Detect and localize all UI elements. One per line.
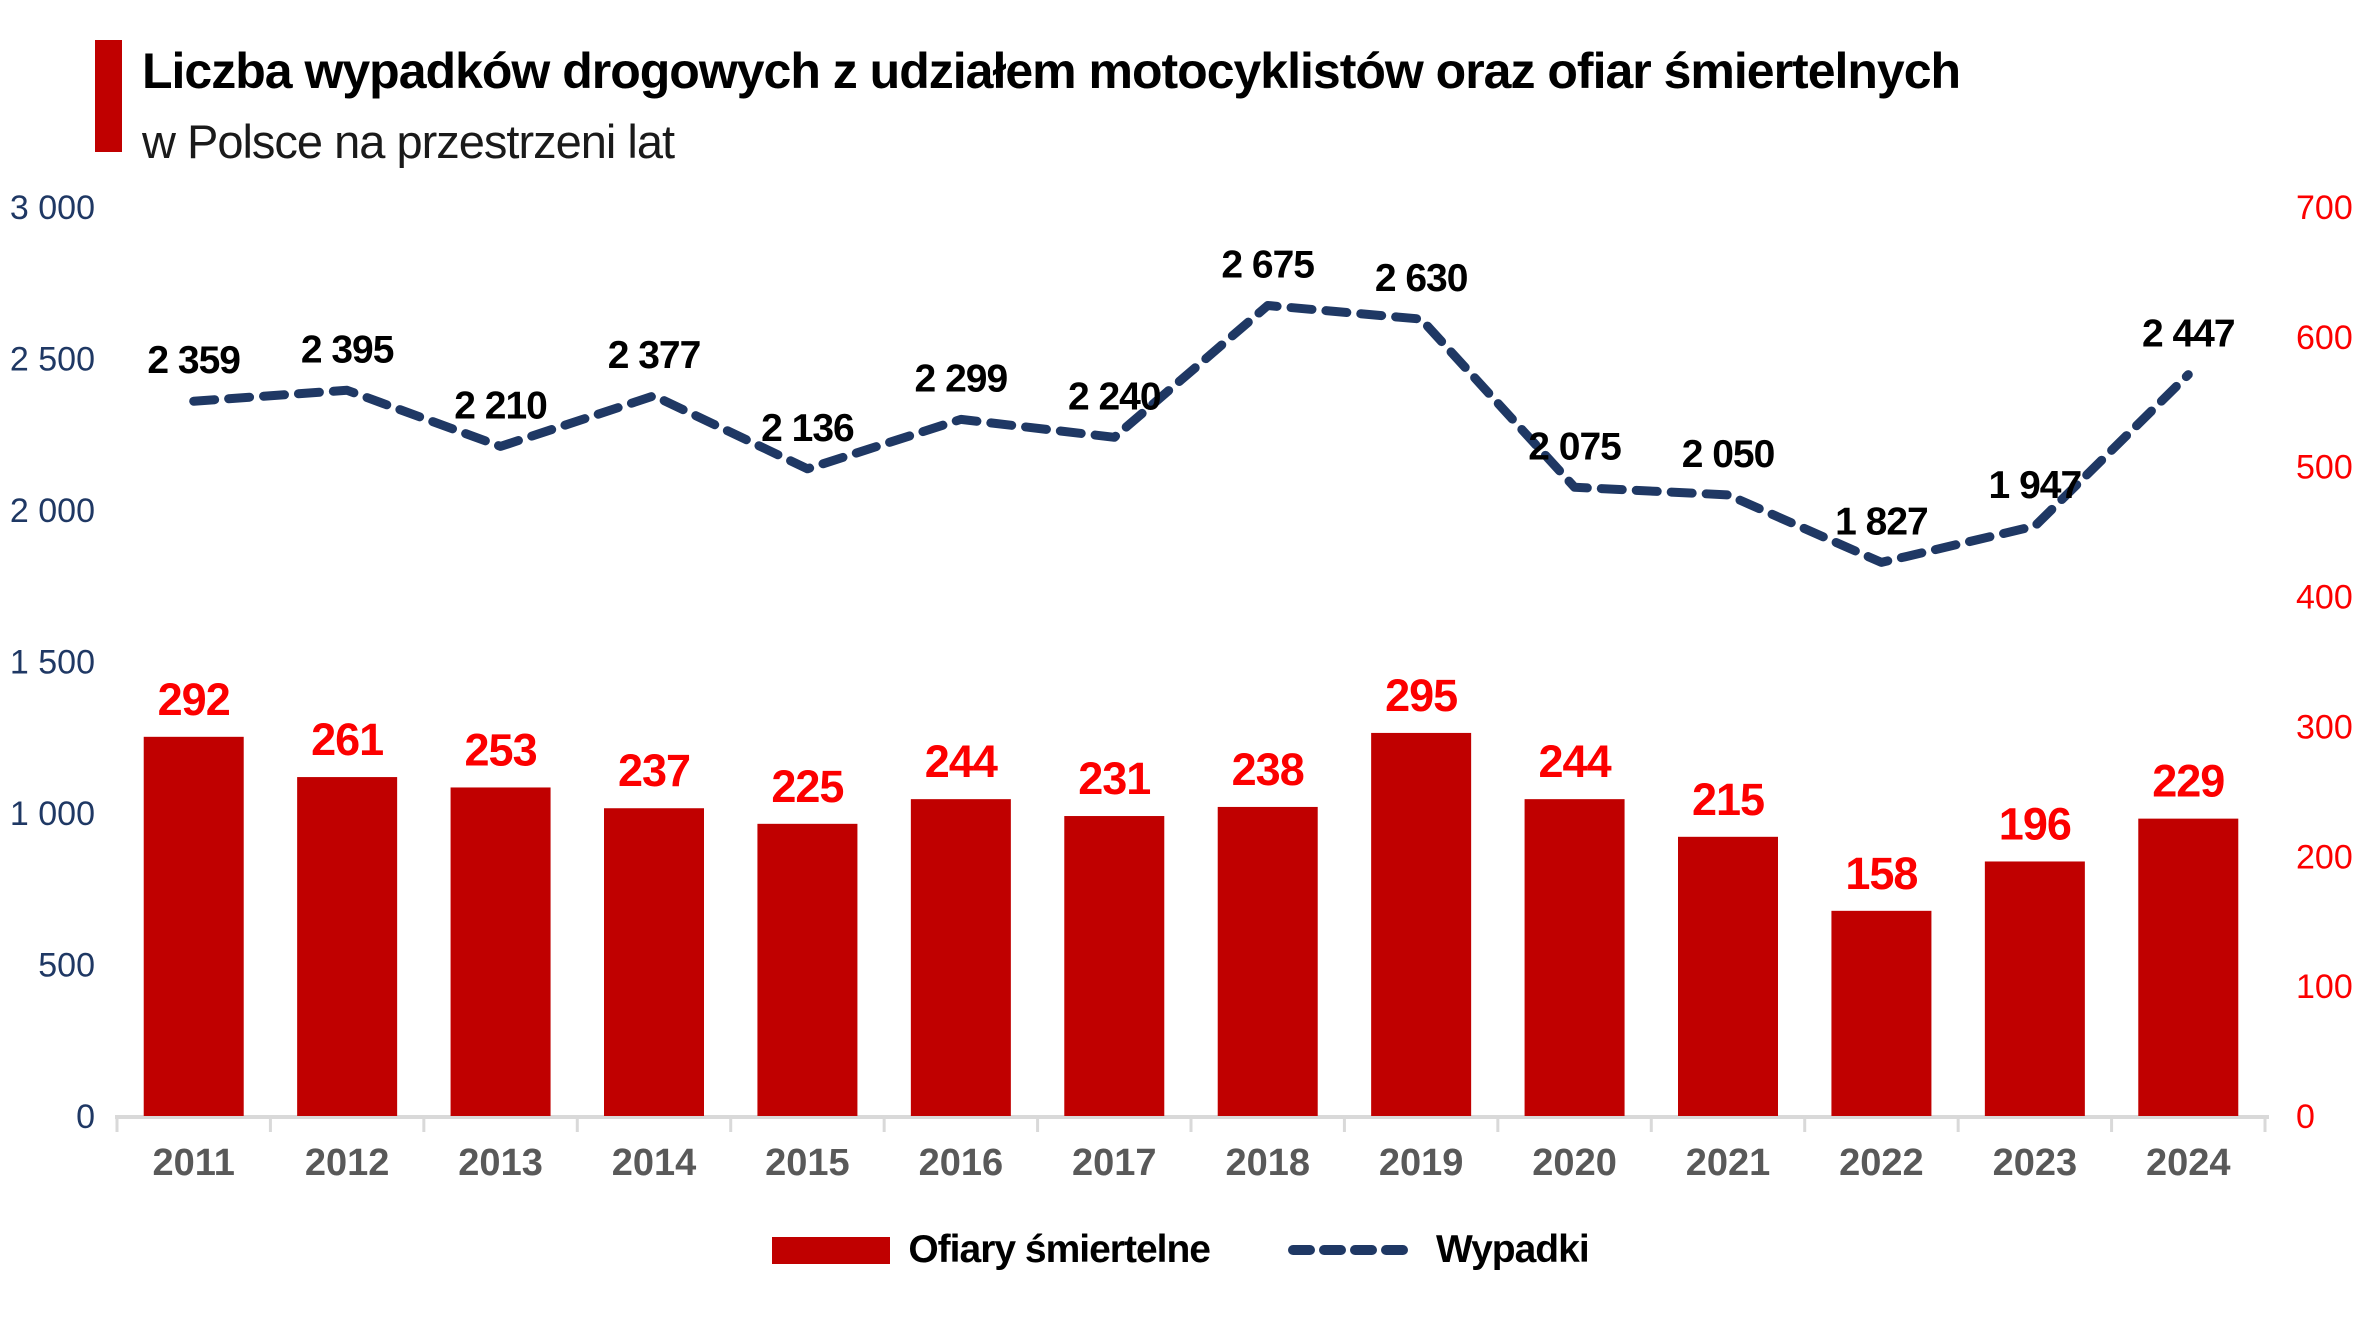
line-label-2024: 2 447 (2142, 313, 2235, 356)
bar-2013 (450, 787, 551, 1116)
bar-2022 (1831, 910, 1932, 1116)
chart-title: Liczba wypadków drogowych z udziałem mot… (142, 40, 1961, 171)
x-tick-label-2020: 2020 (1532, 1142, 1617, 1184)
y-right-tick-label-100: 100 (2296, 968, 2353, 1006)
bar-2015 (757, 823, 858, 1116)
bar-label-2019: 295 (1385, 670, 1457, 721)
legend-label-deaths: Ofiary śmiertelne (908, 1228, 1211, 1271)
title-accent-bar (95, 40, 122, 152)
chart-title-line2: w Polsce na przestrzeni lat (142, 115, 675, 168)
bar-label-2014: 237 (618, 745, 690, 796)
x-tick-label-2017: 2017 (1072, 1142, 1157, 1184)
bar-label-2023: 196 (1999, 798, 2071, 849)
x-tick-label-2011: 2011 (152, 1142, 234, 1184)
bar-label-2022: 158 (1845, 848, 1917, 899)
chart-header: Liczba wypadków drogowych z udziałem mot… (95, 40, 1961, 171)
line-label-2017: 2 240 (1068, 375, 1161, 418)
legend: Ofiary śmiertelne Wypadki (0, 1228, 2361, 1272)
bar-label-2011: 292 (158, 674, 230, 725)
line-label-2021: 2 050 (1682, 433, 1775, 476)
y-left-tick-label-2000: 2 000 (10, 492, 95, 530)
legend-bar-swatch-icon (772, 1236, 891, 1264)
legend-item-accidents: Wypadki (1286, 1228, 1590, 1272)
line-label-2013: 2 210 (454, 384, 547, 427)
line-label-2011: 2 359 (147, 339, 240, 382)
x-tick-label-2015: 2015 (765, 1142, 850, 1184)
x-tick-label-2013: 2013 (458, 1142, 543, 1184)
bar-2021 (1678, 836, 1778, 1116)
x-tick-label-2019: 2019 (1379, 1142, 1464, 1184)
legend-label-accidents: Wypadki (1436, 1228, 1590, 1271)
x-tick-label-2012: 2012 (305, 1142, 390, 1184)
x-tick-label-2016: 2016 (919, 1142, 1004, 1184)
bar-label-2017: 231 (1078, 753, 1150, 804)
y-right-tick-label-500: 500 (2296, 449, 2353, 487)
bar-2012 (297, 777, 398, 1116)
bar-2018 (1217, 806, 1318, 1116)
line-label-2016: 2 299 (915, 357, 1008, 400)
y-left-tick-label-3000: 3 000 (10, 189, 95, 227)
chart-title-line1: Liczba wypadków drogowych z udziałem mot… (142, 43, 1961, 99)
line-label-2019: 2 630 (1375, 257, 1468, 300)
x-tick-label-2014: 2014 (612, 1142, 697, 1184)
bar-label-2024: 229 (2152, 756, 2224, 807)
bar-label-2013: 253 (465, 724, 537, 775)
bar-2024 (2138, 818, 2239, 1116)
bar-2016 (910, 799, 1011, 1116)
line-label-2023: 1 947 (1989, 464, 2082, 507)
y-left-tick-label-1500: 1 500 (10, 644, 95, 682)
line-label-2015: 2 136 (761, 407, 854, 450)
y-left-tick-label-0: 0 (76, 1098, 95, 1136)
bar-label-2016: 244 (925, 736, 998, 787)
bar-label-2020: 244 (1539, 736, 1612, 787)
legend-item-deaths: Ofiary śmiertelne (772, 1228, 1211, 1272)
x-tick-label-2022: 2022 (1839, 1142, 1924, 1184)
y-left-tick-label-1000: 1 000 (10, 795, 95, 833)
y-right-tick-label-400: 400 (2296, 579, 2353, 617)
bar-2023 (1984, 861, 2085, 1116)
bar-label-2018: 238 (1232, 744, 1304, 795)
bar-label-2012: 261 (311, 714, 383, 765)
line-label-2022: 1 827 (1835, 500, 1928, 543)
bar-label-2021: 215 (1692, 774, 1764, 825)
line-label-2012: 2 395 (301, 328, 394, 371)
y-right-tick-label-0: 0 (2296, 1098, 2315, 1136)
y-left-tick-label-2500: 2 500 (10, 341, 95, 379)
x-tick-label-2023: 2023 (1993, 1142, 2078, 1184)
legend-dashed-line-swatch-icon (1288, 1245, 1418, 1255)
line-label-2014: 2 377 (608, 334, 701, 377)
bar-2011 (143, 736, 244, 1116)
y-right-tick-label-600: 600 (2296, 319, 2353, 357)
bar-label-2015: 225 (771, 761, 843, 812)
x-tick-label-2018: 2018 (1225, 1142, 1310, 1184)
y-right-tick-label-200: 200 (2296, 838, 2353, 876)
bar-2017 (1064, 816, 1165, 1116)
x-tick-label-2021: 2021 (1686, 1142, 1771, 1184)
y-left-tick-label-500: 500 (38, 947, 95, 985)
bar-2019 (1371, 732, 1472, 1116)
y-right-tick-label-300: 300 (2296, 708, 2353, 746)
y-right-tick-label-700: 700 (2296, 189, 2353, 227)
bar-2020 (1524, 799, 1625, 1116)
accidents-dashed-line (189, 301, 2193, 567)
bar-2014 (604, 808, 704, 1116)
x-tick-label-2024: 2024 (2146, 1142, 2231, 1184)
line-label-2018: 2 675 (1221, 243, 1314, 286)
line-label-2020: 2 075 (1528, 425, 1621, 468)
